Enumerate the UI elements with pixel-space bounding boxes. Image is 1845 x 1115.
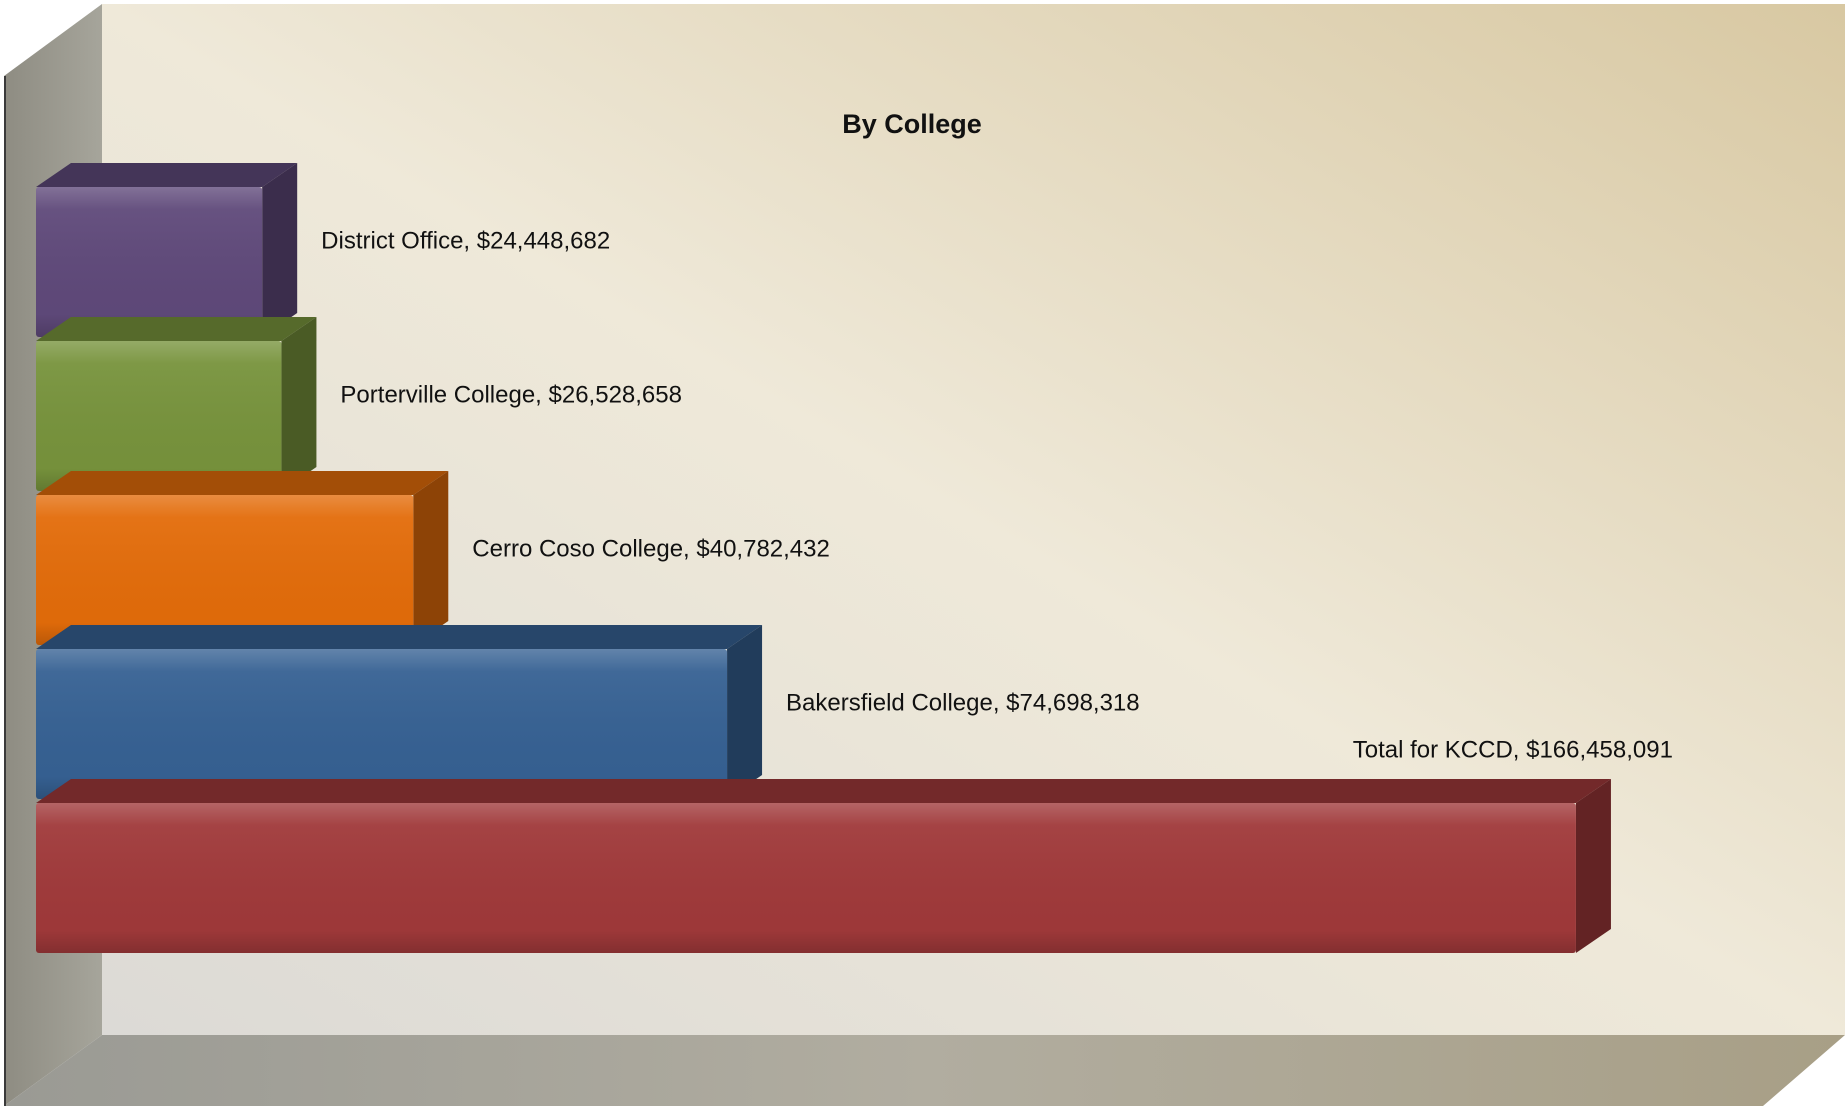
bar-shine: [36, 187, 263, 337]
bar-side-face: [413, 471, 449, 645]
bar-shine: [36, 649, 728, 799]
bar-cerro-coso-college: [36, 471, 449, 645]
bar-shine: [36, 495, 414, 645]
data-label: Total for KCCD, $166,458,091: [1353, 736, 1673, 763]
bar-top-face: [36, 163, 298, 187]
bar-shine: [36, 341, 282, 491]
bars-layer: [36, 163, 1611, 953]
data-label: Bakersfield College, $74,698,318: [786, 689, 1140, 716]
bar-side-face: [262, 163, 298, 337]
data-labels-layer: District Office, $24,448,682 Porterville …: [321, 227, 1673, 763]
bar-porterville-college: [36, 317, 317, 491]
chart-floor: [4, 1035, 1845, 1106]
bar-side-face: [1575, 779, 1611, 953]
bar-side-face: [727, 625, 763, 799]
bar-top-face: [36, 625, 763, 649]
bar-top-face: [36, 471, 449, 495]
data-label: District Office, $24,448,682: [321, 227, 610, 254]
bar-district-office: [36, 163, 298, 337]
chart-title: By College: [842, 109, 982, 139]
bar-total-for-kccd: [36, 779, 1611, 953]
bar-shine: [36, 803, 1576, 953]
bar-side-face: [281, 317, 317, 491]
bar-top-face: [36, 779, 1611, 803]
data-label: Cerro Coso College, $40,782,432: [472, 535, 830, 562]
data-label: Porterville College, $26,528,658: [340, 381, 682, 408]
bar-bakersfield-college: [36, 625, 763, 799]
bar-top-face: [36, 317, 317, 341]
